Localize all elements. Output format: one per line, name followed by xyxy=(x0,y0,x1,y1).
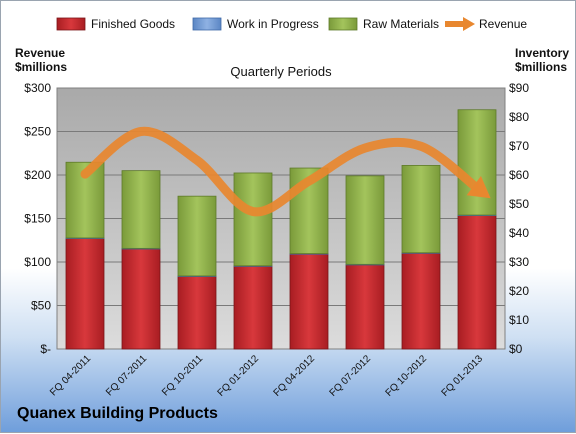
right-tick-label: $50 xyxy=(509,197,529,211)
chart-legend: Finished Goods Work in Progress Raw Materi… xyxy=(56,17,527,31)
bar-finished-goods xyxy=(401,252,441,350)
legend-finished-goods: Finished Goods xyxy=(56,17,175,31)
right-axis-label-line1: Inventory xyxy=(515,46,569,60)
right-tick-label: $40 xyxy=(509,226,529,240)
left-tick-label: $150 xyxy=(24,212,51,226)
legend-label: Finished Goods xyxy=(91,17,175,31)
bar-finished-goods xyxy=(233,265,273,350)
bars xyxy=(65,109,497,350)
revenue-arrowhead xyxy=(466,176,491,199)
legend-swatch xyxy=(328,17,358,31)
bar-finished-goods xyxy=(121,248,161,350)
left-tick-label: $300 xyxy=(24,81,51,95)
legend-swatch xyxy=(192,17,222,31)
right-tick-label: $30 xyxy=(509,255,529,269)
left-tick-label: $250 xyxy=(24,125,51,139)
x-tick-label: FQ 10-2011 xyxy=(160,353,205,398)
company-name: Quanex Building Products xyxy=(17,405,218,422)
legend-swatch xyxy=(56,17,86,31)
right-tick-label: $70 xyxy=(509,139,529,153)
bar-finished-goods xyxy=(457,215,497,350)
legend-revenue: Revenue xyxy=(445,17,527,31)
bar-raw-materials xyxy=(121,170,161,249)
right-axis-ticks: $0 $10 $20 $30 $40 $50 $60 $70 $80 $90 xyxy=(509,81,529,356)
bar-raw-materials xyxy=(457,109,497,216)
bar-raw-materials xyxy=(401,165,441,254)
bar-finished-goods xyxy=(289,253,329,350)
right-tick-label: $0 xyxy=(509,342,523,356)
left-axis-label-line2: $millions xyxy=(15,60,67,74)
x-tick-label: FQ 01-2012 xyxy=(216,353,262,399)
chart-title: Quarterly Periods xyxy=(230,64,332,79)
x-tick-label: FQ 04-2011 xyxy=(48,353,93,398)
x-tick-label: FQ 10-2012 xyxy=(384,353,430,399)
right-tick-label: $10 xyxy=(509,313,529,327)
left-axis-label-line1: Revenue xyxy=(15,46,65,60)
revenue-line xyxy=(80,126,482,217)
x-tick-label: FQ 07-2012 xyxy=(328,353,374,399)
x-tick-label: FQ 07-2011 xyxy=(104,353,149,398)
legend-work-in-progress: Work in Progress xyxy=(192,17,319,31)
right-tick-label: $90 xyxy=(509,81,529,95)
bar-finished-goods xyxy=(177,276,217,350)
left-axis-ticks: $- $50 $100 $150 $200 $250 $300 xyxy=(24,81,51,356)
x-axis-ticks: FQ 04-2011 FQ 07-2011 FQ 10-2011 FQ 01-2012… xyxy=(48,353,485,399)
bar-raw-materials xyxy=(345,175,385,265)
legend-swatch-arrow xyxy=(463,17,475,31)
bar-finished-goods xyxy=(345,264,385,350)
left-tick-label: $100 xyxy=(24,255,51,269)
left-tick-label: $200 xyxy=(24,168,51,182)
legend-label: Work in Progress xyxy=(227,17,319,31)
right-axis-label-line2: $millions xyxy=(515,60,567,74)
bar-raw-materials xyxy=(233,172,273,267)
right-tick-label: $60 xyxy=(509,168,529,182)
x-tick-label: FQ 01-2013 xyxy=(440,353,486,399)
legend-raw-materials: Raw Materials xyxy=(328,17,439,31)
legend-label: Raw Materials xyxy=(363,17,439,31)
legend-label: Revenue xyxy=(479,17,527,31)
bar-finished-goods xyxy=(65,238,105,350)
right-tick-label: $80 xyxy=(509,110,529,124)
right-tick-label: $20 xyxy=(509,284,529,298)
bar-raw-materials xyxy=(177,195,217,277)
left-tick-label: $- xyxy=(40,342,51,356)
x-tick-label: FQ 04-2012 xyxy=(272,353,318,399)
revenue-line-group xyxy=(80,126,491,217)
left-tick-label: $50 xyxy=(31,299,51,313)
